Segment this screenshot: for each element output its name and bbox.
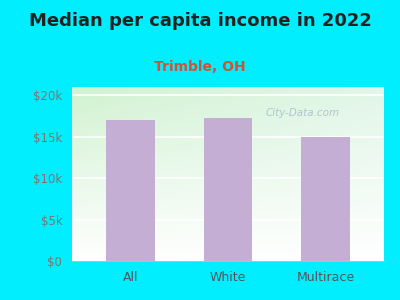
Text: Trimble, OH: Trimble, OH (154, 60, 246, 74)
Text: City-Data.com: City-Data.com (266, 108, 340, 118)
Bar (106, 120, 155, 261)
Bar (204, 118, 252, 261)
Text: Median per capita income in 2022: Median per capita income in 2022 (28, 12, 372, 30)
Bar (301, 137, 350, 261)
